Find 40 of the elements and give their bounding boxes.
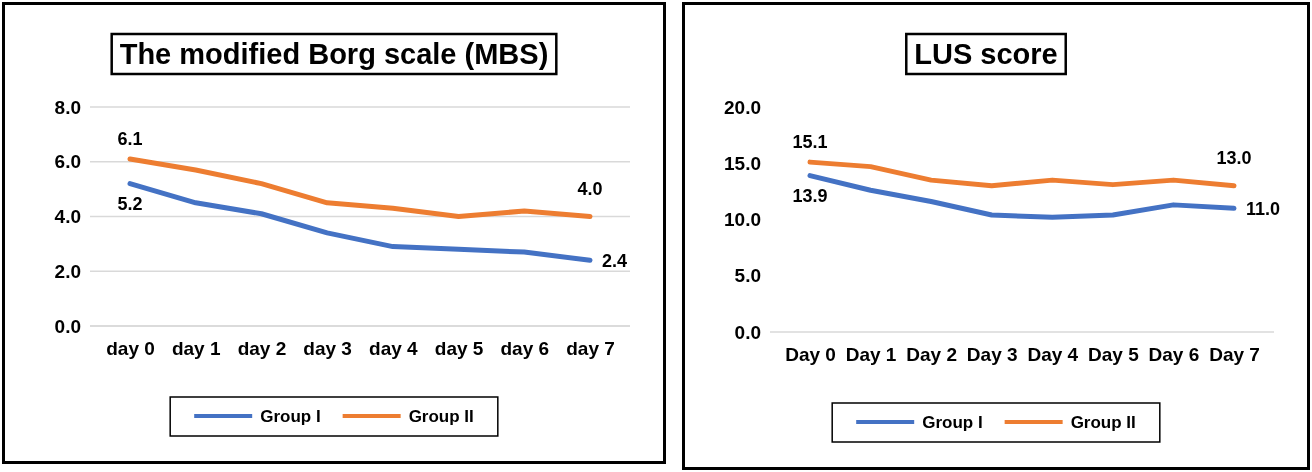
x-tick-label: Day 6 bbox=[1148, 343, 1200, 365]
legend-label: Group I bbox=[260, 407, 321, 426]
data-label: 13.9 bbox=[792, 185, 828, 206]
y-tick-label: 0.0 bbox=[54, 315, 81, 337]
data-label: 2.4 bbox=[602, 251, 628, 272]
data-label: 13.0 bbox=[1216, 147, 1252, 168]
x-tick-label: day 0 bbox=[106, 337, 155, 359]
y-tick-label: 5.0 bbox=[734, 265, 761, 287]
data-label: 6.1 bbox=[117, 129, 143, 150]
x-tick-label: Day 3 bbox=[966, 343, 1018, 365]
y-tick-label: 0.0 bbox=[734, 321, 761, 343]
y-tick-label: 4.0 bbox=[54, 206, 81, 228]
data-label: 15.1 bbox=[792, 132, 828, 153]
chart-title: LUS score bbox=[914, 38, 1058, 70]
x-tick-label: Day 4 bbox=[1027, 343, 1079, 365]
x-tick-label: day 2 bbox=[237, 337, 287, 359]
legend-label: Group II bbox=[1070, 413, 1136, 432]
x-tick-label: Day 5 bbox=[1088, 343, 1140, 365]
x-tick-label: Day 0 bbox=[785, 343, 836, 365]
y-tick-label: 10.0 bbox=[724, 209, 761, 231]
legend-label: Group II bbox=[408, 407, 474, 426]
y-tick-label: 8.0 bbox=[54, 96, 81, 118]
x-tick-label: day 5 bbox=[434, 337, 484, 359]
x-tick-label: day 7 bbox=[566, 337, 615, 359]
x-tick-label: day 4 bbox=[369, 337, 419, 359]
chart-title: The modified Borg scale (MBS) bbox=[119, 38, 549, 70]
x-tick-label: Day 2 bbox=[906, 343, 957, 365]
data-label: 5.2 bbox=[117, 193, 143, 214]
x-tick-label: day 6 bbox=[500, 337, 550, 359]
x-tick-label: Day 1 bbox=[845, 343, 897, 365]
y-tick-label: 2.0 bbox=[54, 260, 81, 282]
y-tick-label: 15.0 bbox=[724, 152, 761, 174]
y-tick-label: 20.0 bbox=[724, 96, 761, 118]
data-label: 4.0 bbox=[577, 178, 603, 199]
data-label: 11.0 bbox=[1246, 199, 1281, 220]
x-tick-label: day 3 bbox=[303, 337, 352, 359]
y-tick-label: 6.0 bbox=[54, 151, 81, 173]
x-tick-label: day 1 bbox=[171, 337, 221, 359]
x-tick-label: Day 7 bbox=[1209, 343, 1260, 365]
legend-label: Group I bbox=[922, 413, 983, 432]
